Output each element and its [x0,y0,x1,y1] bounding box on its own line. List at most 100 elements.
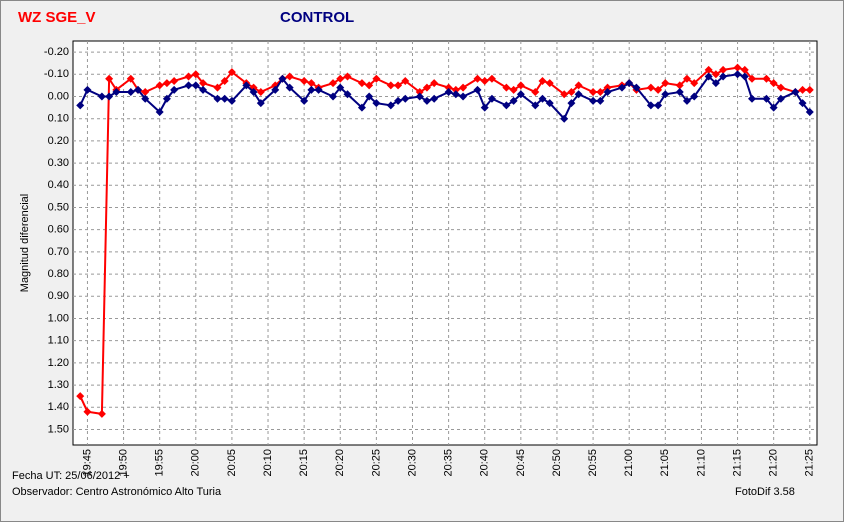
data-point [704,72,713,81]
data-point [798,99,807,108]
data-point [155,81,164,90]
x-tick-label: 19:45 [81,449,93,477]
data-point [459,83,468,92]
x-tick-label: 20:00 [190,449,202,477]
data-point [199,85,208,94]
data-point [126,74,135,83]
data-point [278,74,287,83]
data-point [227,68,236,77]
data-point [502,83,511,92]
data-point [271,85,280,94]
x-tick-label: 20:15 [298,449,310,477]
data-point [285,72,294,81]
data-point [184,72,193,81]
data-point [213,83,222,92]
data-point [733,70,742,79]
data-point [487,74,496,83]
data-point [191,81,200,90]
series-title: CONTROL [280,9,354,26]
data-point [596,88,605,97]
data-point [747,74,756,83]
data-point [249,88,258,97]
footer-observer: Observador: Centro Astronómico Alto Turi… [12,486,222,498]
x-tick-label: 20:45 [515,449,527,477]
data-point [661,79,670,88]
y-tick-label: 0.70 [48,246,69,258]
data-point [343,90,352,99]
data-point [155,108,164,117]
data-point [487,94,496,103]
data-point [682,96,691,105]
data-point [473,85,482,94]
data-point [509,96,518,105]
data-point [603,83,612,92]
x-tick-label: 21:10 [695,449,707,477]
data-point [336,83,345,92]
data-point [213,94,222,103]
data-point [531,88,540,97]
x-tick-label: 20:30 [406,449,418,477]
x-tick-label: 20:50 [551,449,563,477]
data-point [451,85,460,94]
data-point [516,90,525,99]
data-point [242,81,251,90]
data-point [574,81,583,90]
data-point [191,70,200,79]
y-tick-label: 0.30 [48,157,69,169]
data-point [617,83,626,92]
data-point [401,94,410,103]
data-point [329,79,338,88]
data-point [401,76,410,85]
data-point [531,101,540,110]
data-point [372,74,381,83]
y-tick-label: -0.20 [44,46,69,58]
x-tick-label: 21:15 [731,449,743,477]
data-point [682,74,691,83]
data-point [762,94,771,103]
data-point [762,74,771,83]
y-tick-label: 1.50 [48,423,69,435]
data-point [97,92,106,101]
y-tick-label: 0.90 [48,290,69,302]
y-tick-label: 1.30 [48,379,69,391]
data-point [372,99,381,108]
data-point [733,63,742,72]
data-point [805,85,814,94]
data-point [357,79,366,88]
data-point [220,94,229,103]
data-point [719,65,728,74]
data-point [184,81,193,90]
x-tick-label: 19:50 [117,449,129,477]
data-point [307,79,316,88]
x-tick-label: 20:05 [226,449,238,477]
data-point [444,83,453,92]
data-point [740,65,749,74]
y-tick-label: 1.40 [48,401,69,413]
data-point [134,85,143,94]
data-point [545,99,554,108]
y-tick-label: 0.40 [48,179,69,191]
data-point [430,94,439,103]
data-point [386,101,395,110]
data-point [545,79,554,88]
y-tick-label: -0.10 [44,68,69,80]
data-point [538,94,547,103]
data-point [560,90,569,99]
data-point [805,108,814,117]
data-point [480,103,489,112]
data-point [646,101,655,110]
data-point [574,90,583,99]
data-point [654,101,663,110]
x-tick-label: 20:20 [334,449,346,477]
data-point [661,90,670,99]
data-point [690,92,699,101]
y-tick-label: 0.50 [48,201,69,213]
y-tick-label: 0.80 [48,268,69,280]
data-point [256,99,265,108]
data-point [509,85,518,94]
data-point [394,96,403,105]
data-point [538,76,547,85]
x-tick-label: 21:25 [804,449,816,477]
data-point [300,76,309,85]
